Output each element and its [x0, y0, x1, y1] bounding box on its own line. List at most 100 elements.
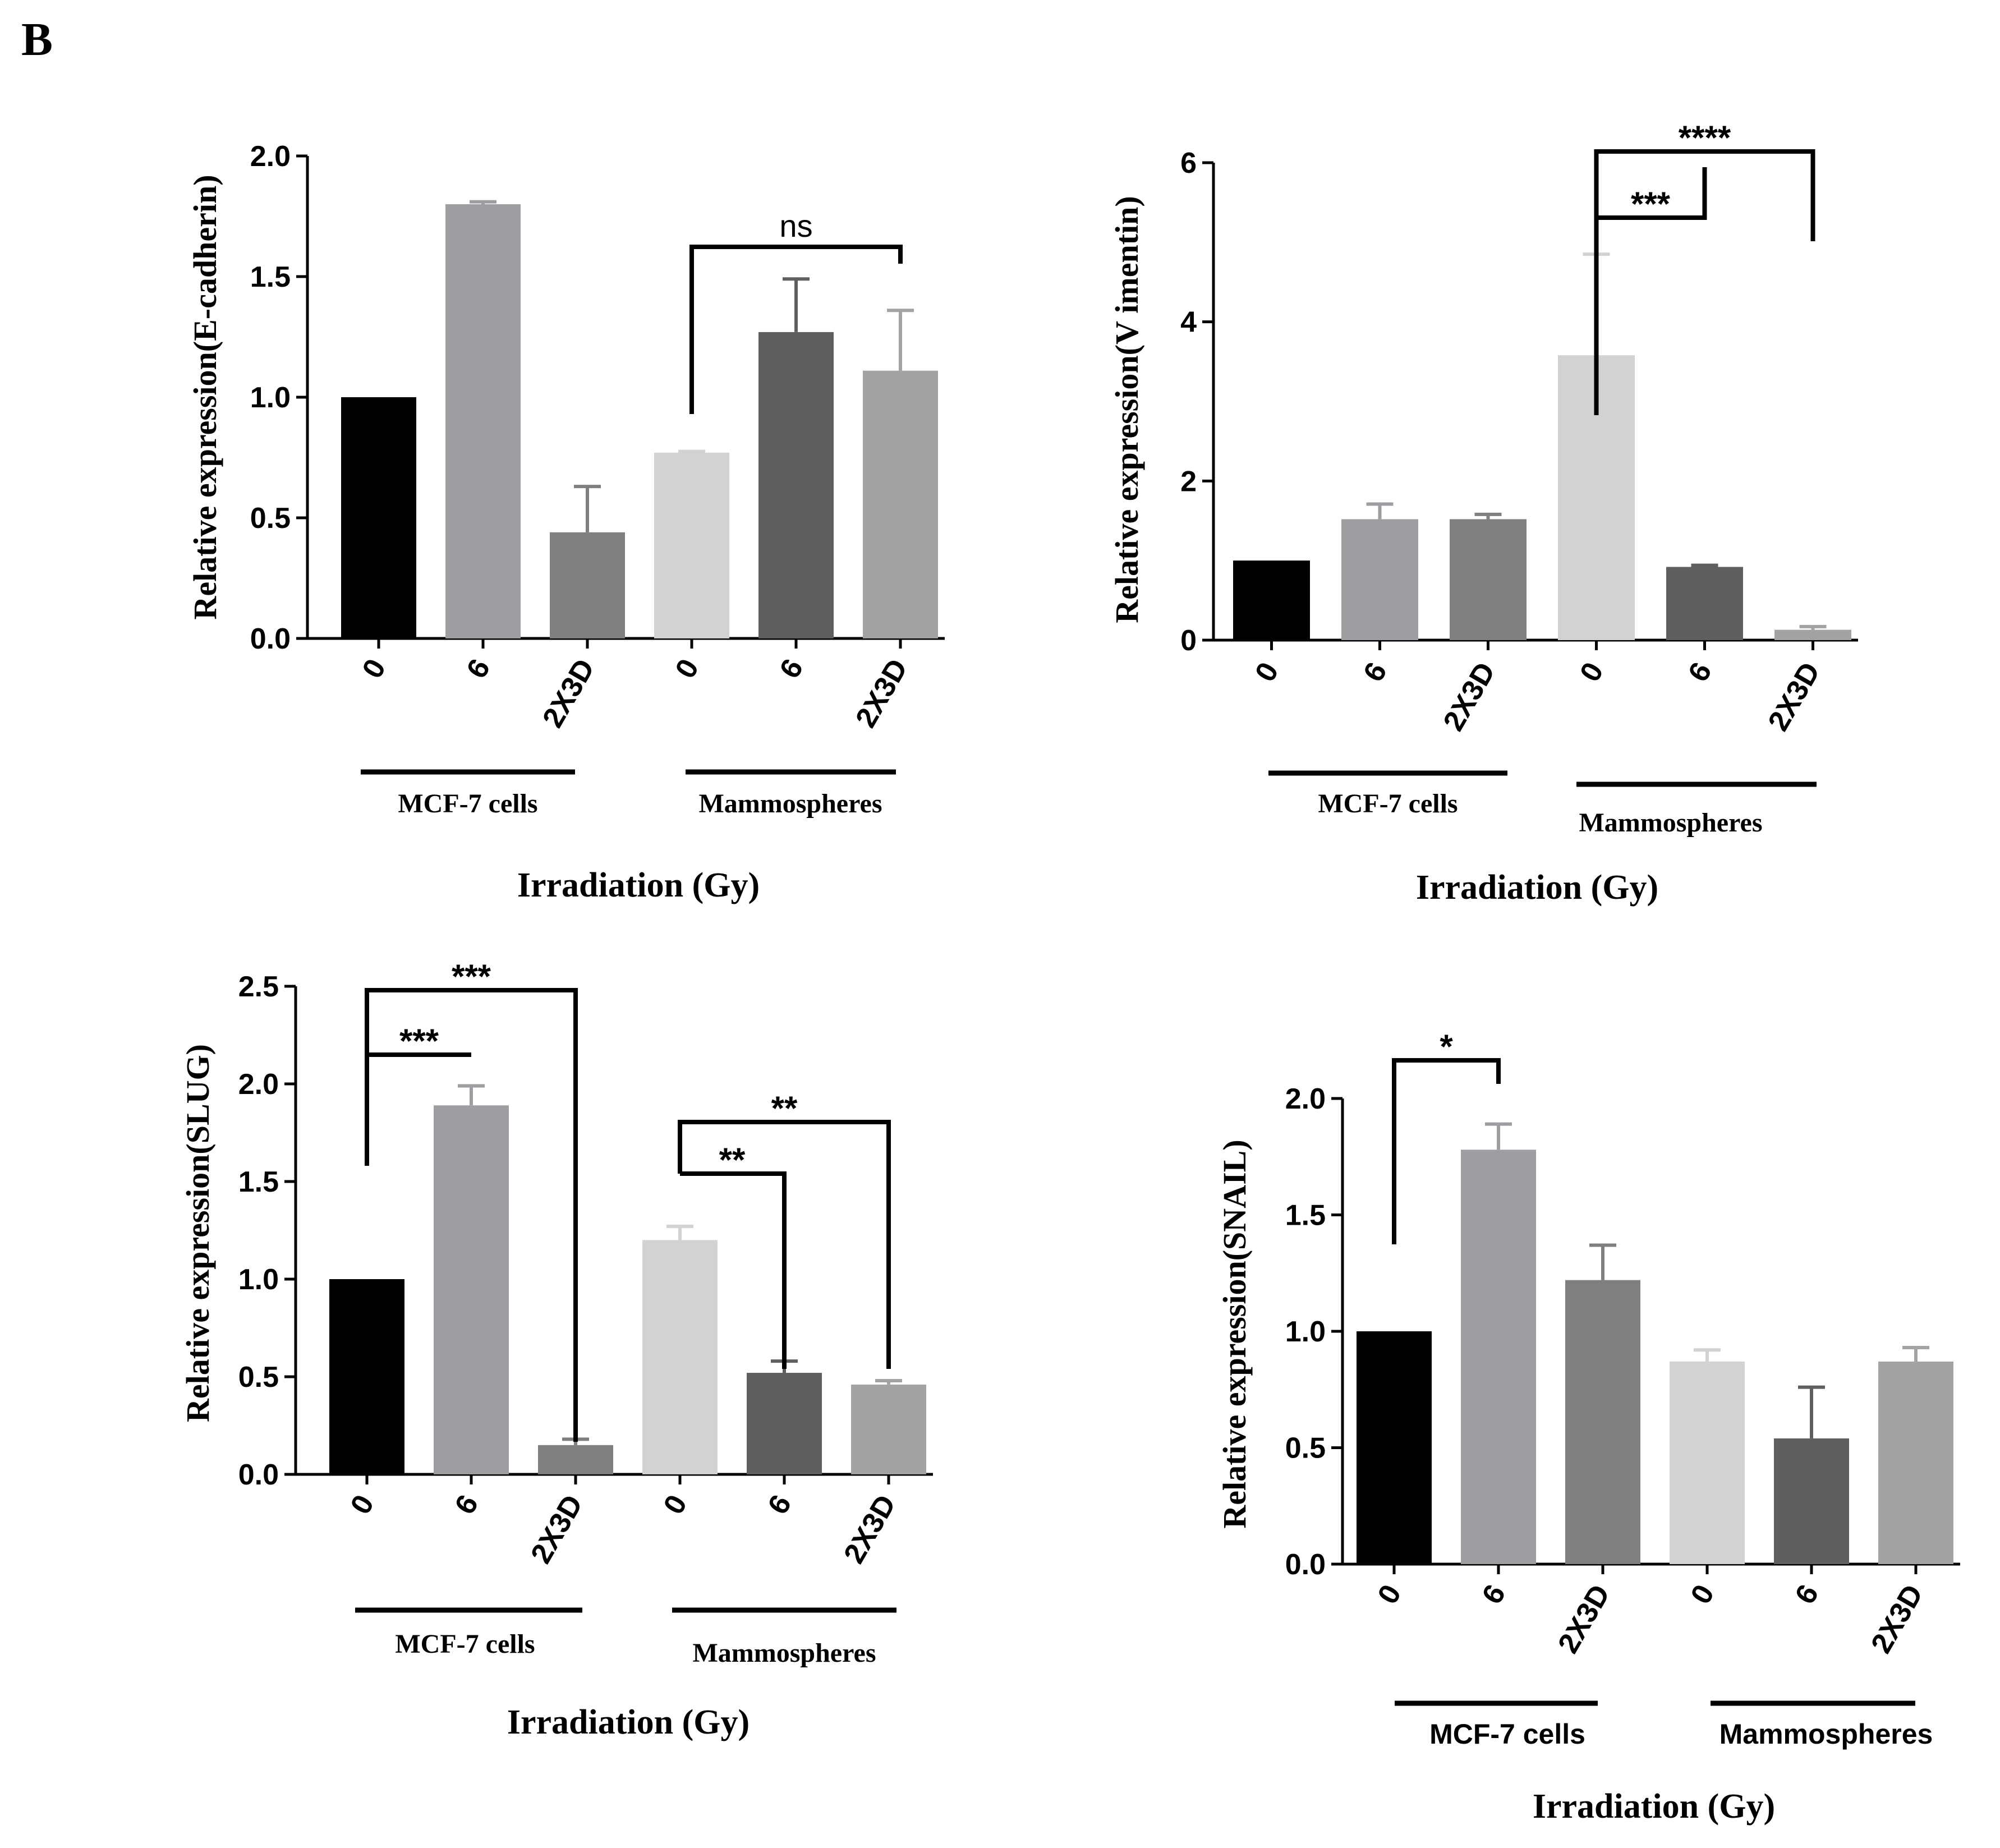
chart-slug: 0.0 0.5 1.0 1.5 2.0 2.5 Relative expression(SL…	[180, 958, 933, 1741]
significance-label: ***	[1631, 185, 1671, 223]
bar	[758, 332, 834, 638]
bar	[538, 1445, 613, 1474]
y-tick-label: 0.5	[1285, 1432, 1326, 1465]
x-tick-label: 6	[1476, 1579, 1512, 1610]
y-tick-label: 2.0	[238, 1068, 279, 1101]
bar	[654, 452, 729, 638]
chart-vimentin: 0 2 4 6 Relative expression(V imentin) 0 6 2X3D…	[1109, 119, 1858, 907]
x-tick-label: 0	[1685, 1579, 1721, 1610]
bar	[329, 1279, 404, 1474]
bar	[550, 532, 625, 638]
bar	[863, 370, 938, 638]
significance-bracket	[1392, 1058, 1501, 1244]
bar	[1357, 1331, 1432, 1564]
chart-e-cadherin: 0.0 0.5 1.0 1.5 2.0 Relative expression(E-cad…	[187, 140, 945, 904]
x-tick-label: 0	[669, 654, 706, 684]
y-tick-label: 2.5	[238, 971, 279, 1003]
y-tick-label: 0	[1180, 624, 1197, 657]
bar	[1233, 560, 1310, 640]
x-tick-label: 6	[774, 654, 810, 684]
x-tick-label: 2X3D	[849, 654, 914, 733]
x-tick-label: 0	[1249, 657, 1285, 687]
bar	[747, 1373, 822, 1474]
x-axis-title: Irradiation (Gy)	[517, 866, 760, 904]
y-tick-label: 0.5	[250, 502, 291, 535]
y-tick-label: 1.0	[1285, 1316, 1326, 1348]
x-tick-label: 0	[658, 1490, 694, 1520]
bar	[1878, 1361, 1953, 1564]
bar	[1670, 1361, 1745, 1564]
y-tick-label: 0.0	[238, 1459, 279, 1491]
y-tick-label: 1.0	[238, 1263, 279, 1296]
x-tick-label: 6	[461, 654, 497, 684]
significance-label: ***	[399, 1022, 439, 1060]
bar	[434, 1105, 509, 1474]
x-axis-title: Irradiation (Gy)	[507, 1703, 750, 1741]
y-axis-label: Relative expression(SLUG)	[180, 1044, 216, 1422]
x-tick-label: 2X3D	[1762, 657, 1827, 737]
significance-label: ***	[452, 958, 491, 995]
panel-letter: B	[21, 13, 53, 66]
significance-bracket	[1594, 167, 1707, 415]
x-tick-label: 0	[344, 1490, 381, 1520]
bar	[1774, 629, 1851, 640]
y-tick-label: 4	[1180, 306, 1197, 339]
y-axis-label: Relative expression(V imentin)	[1109, 196, 1145, 623]
x-axis-title: Irradiation (Gy)	[1416, 868, 1658, 907]
x-tick-label: 0	[356, 654, 393, 684]
group-label: Mammospheres	[692, 1638, 876, 1668]
chart-snail: 0.0 0.5 1.0 1.5 2.0 Relative expression(SNAIL…	[1216, 1028, 1960, 1826]
x-tick-label: 6	[1682, 657, 1718, 687]
group-label: Mammospheres	[1719, 1718, 1933, 1750]
significance-label: ns	[779, 208, 812, 243]
significance-bracket	[678, 1120, 891, 1369]
significance-label: *	[1440, 1028, 1453, 1065]
x-tick-label: 2X3D	[1865, 1579, 1929, 1659]
x-tick-label: 2X3D	[1552, 1579, 1616, 1659]
bar	[341, 397, 416, 638]
y-tick-label: 1.0	[250, 381, 291, 414]
x-tick-label: 6	[1357, 657, 1394, 687]
group-label: Mammospheres	[698, 789, 882, 819]
x-tick-label: 6	[1789, 1579, 1826, 1610]
y-tick-label: 0.5	[238, 1361, 279, 1394]
bar	[445, 204, 521, 638]
y-tick-label: 2	[1180, 465, 1197, 498]
y-axis-label: Relative expression(E-cadherin)	[187, 174, 223, 619]
y-tick-label: 1.5	[238, 1166, 279, 1198]
x-tick-label: 0	[1372, 1579, 1408, 1610]
significance-bracket	[689, 245, 903, 414]
x-tick-label: 2X3D	[1437, 657, 1502, 737]
y-tick-label: 0.0	[1285, 1548, 1326, 1581]
bar	[1461, 1150, 1536, 1564]
y-tick-label: 0.0	[250, 623, 291, 655]
y-tick-label: 1.5	[1285, 1199, 1326, 1232]
bar	[1341, 519, 1418, 640]
group-label: MCF-7 cells	[395, 1629, 535, 1659]
bar	[1565, 1280, 1640, 1564]
x-tick-label: 0	[1574, 657, 1610, 687]
bar	[642, 1240, 718, 1474]
x-axis-title: Irradiation (Gy)	[1533, 1787, 1775, 1826]
significance-bracket	[1594, 149, 1815, 241]
x-tick-label: 2X3D	[838, 1490, 902, 1569]
y-axis-label: Relative expression(SNAIL)	[1216, 1139, 1253, 1528]
significance-bracket	[365, 988, 578, 1442]
group-label: Mammospheres	[1579, 808, 1762, 838]
y-tick-label: 2.0	[1285, 1083, 1326, 1115]
group-label: MCF-7 cells	[398, 789, 537, 819]
significance-bracket	[680, 1171, 787, 1369]
x-tick-label: 2X3D	[536, 654, 601, 733]
bar	[1450, 519, 1527, 640]
y-tick-label: 1.5	[250, 261, 291, 293]
significance-label: **	[771, 1090, 798, 1127]
bar	[1666, 567, 1743, 640]
significance-label: **	[719, 1141, 746, 1179]
y-tick-label: 6	[1180, 147, 1197, 180]
significance-label: ****	[1679, 119, 1731, 157]
x-tick-label: 6	[449, 1490, 485, 1520]
group-label: MCF-7 cells	[1318, 789, 1458, 819]
group-label: MCF-7 cells	[1429, 1718, 1585, 1750]
bar	[851, 1384, 926, 1474]
bar	[1774, 1438, 1849, 1564]
